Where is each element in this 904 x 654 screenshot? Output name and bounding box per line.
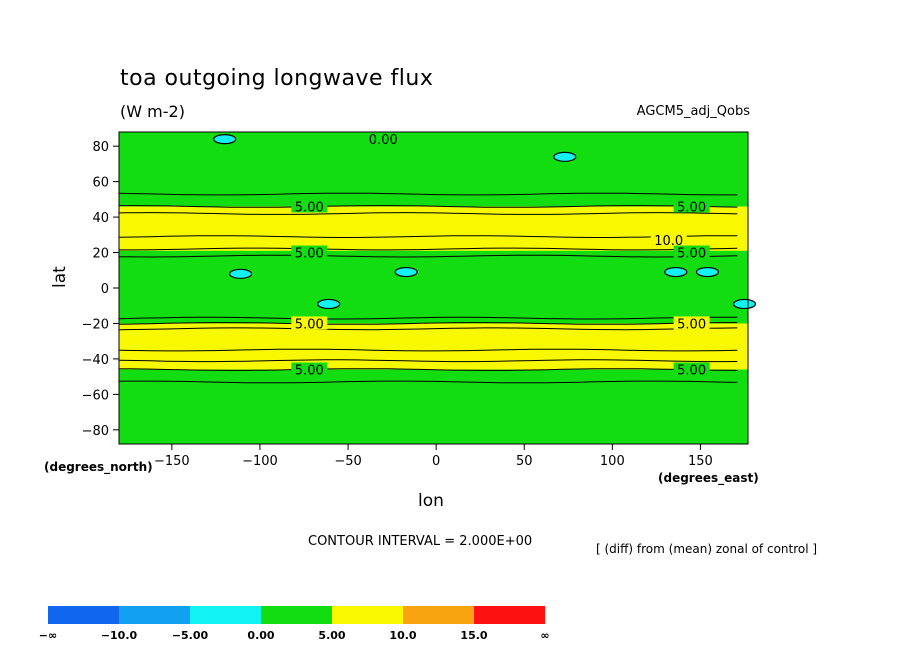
negative-patch <box>695 266 720 278</box>
contour-label-bg <box>291 245 328 259</box>
contour-line <box>118 368 738 371</box>
contour-line <box>118 322 738 325</box>
contour-label: 5.00 <box>295 247 324 262</box>
colorbar-label: −10.0 <box>101 629 138 642</box>
colorbar-swatch <box>48 606 119 624</box>
y-tick-label: 0 <box>101 282 109 297</box>
x-tick-label: −50 <box>334 454 361 469</box>
y-tick-label: −40 <box>82 353 109 368</box>
colorbar-label: 10.0 <box>389 629 416 642</box>
x-tick-label: 0 <box>432 454 440 469</box>
contour-line <box>118 327 738 331</box>
contour-line <box>119 247 738 251</box>
contour-label: 5.00 <box>295 364 324 379</box>
colorbar-swatch <box>119 606 190 624</box>
colorbar-label: 15.0 <box>460 629 487 642</box>
dataset-label: AGCM5_adj_Qobs <box>636 104 750 119</box>
contour-label-bg <box>291 199 328 213</box>
contour-label: 5.00 <box>677 317 706 332</box>
colorbar-label: −∞ <box>39 629 57 642</box>
x-axis-units: (degrees_east) <box>658 471 759 485</box>
y-tick-label: 40 <box>92 211 109 226</box>
x-tick-label: −100 <box>242 454 278 469</box>
y-tick-label: 80 <box>92 140 109 155</box>
y-tick-label: −60 <box>82 388 109 403</box>
y-tick-label: 60 <box>92 176 109 191</box>
colorbar-swatch <box>190 606 261 624</box>
y-axis-units: (degrees_north) <box>44 460 153 474</box>
contour-label: 5.00 <box>295 317 324 332</box>
x-axis-label: lon <box>418 491 444 511</box>
contour-line <box>118 212 738 215</box>
contour-label-bg <box>673 245 710 259</box>
negative-patch <box>213 133 237 145</box>
contour-label: 5.00 <box>677 247 706 262</box>
contour-label-bg <box>650 233 687 247</box>
colorbar-swatch <box>261 606 332 624</box>
contour-line <box>119 205 738 208</box>
contour-line <box>118 359 738 363</box>
chart-title: toa outgoing longwave flux <box>120 66 434 91</box>
colorbar-label: 5.00 <box>318 629 345 642</box>
negative-patch <box>732 298 757 310</box>
contour-line <box>118 192 738 196</box>
contour-label: 5.00 <box>295 200 324 215</box>
colorbar-label: ∞ <box>540 629 549 642</box>
contour-label-bg <box>673 362 710 376</box>
background-band <box>119 132 748 444</box>
contour-line <box>118 254 738 258</box>
x-tick-label: 50 <box>516 454 533 469</box>
contour-line <box>118 348 738 352</box>
contour-line <box>118 380 738 384</box>
contour-label-bg <box>365 132 402 146</box>
negative-patch <box>394 266 418 278</box>
contour-label: 10.0 <box>654 234 683 249</box>
contour-label: 0.00 <box>369 133 398 148</box>
y-tick-label: −20 <box>82 317 109 332</box>
colorbar-label: −5.00 <box>172 629 209 642</box>
negative-patch <box>664 266 688 278</box>
contour-label-bg <box>673 316 710 330</box>
negative-patch <box>317 298 341 310</box>
contour-label-bg <box>291 316 328 330</box>
contour-line <box>118 316 738 320</box>
contour-line <box>118 235 738 238</box>
y-tick-label: 20 <box>92 247 109 262</box>
chart-units: (W m-2) <box>120 102 185 121</box>
contour-label-bg <box>673 199 710 213</box>
colorbar-swatch <box>403 606 474 624</box>
colorbar-label: 0.00 <box>247 629 274 642</box>
negative-patch <box>228 268 253 279</box>
contour-label: 5.00 <box>677 200 706 215</box>
positive-band <box>119 323 748 370</box>
diff-note: [ (diff) from (mean) zonal of control ] <box>596 542 818 556</box>
x-tick-label: 150 <box>688 454 713 469</box>
colorbar-swatch <box>332 606 403 624</box>
contour-label-bg <box>291 362 328 376</box>
colorbar-swatch <box>474 606 545 624</box>
x-tick-label: −150 <box>154 454 190 469</box>
x-tick-label: 100 <box>600 454 625 469</box>
contour-interval: CONTOUR INTERVAL = 2.000E+00 <box>308 534 533 549</box>
y-tick-label: −80 <box>82 424 109 439</box>
contour-label: 5.00 <box>677 364 706 379</box>
negative-patch <box>553 151 577 162</box>
